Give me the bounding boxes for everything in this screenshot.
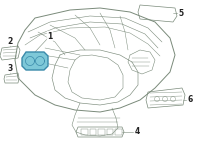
Text: 3: 3 bbox=[7, 64, 13, 72]
Text: 6: 6 bbox=[187, 96, 193, 105]
Text: 5: 5 bbox=[178, 9, 184, 17]
Text: 4: 4 bbox=[134, 127, 140, 137]
Text: 1: 1 bbox=[47, 31, 53, 41]
Polygon shape bbox=[22, 52, 48, 70]
Text: 2: 2 bbox=[7, 36, 13, 46]
